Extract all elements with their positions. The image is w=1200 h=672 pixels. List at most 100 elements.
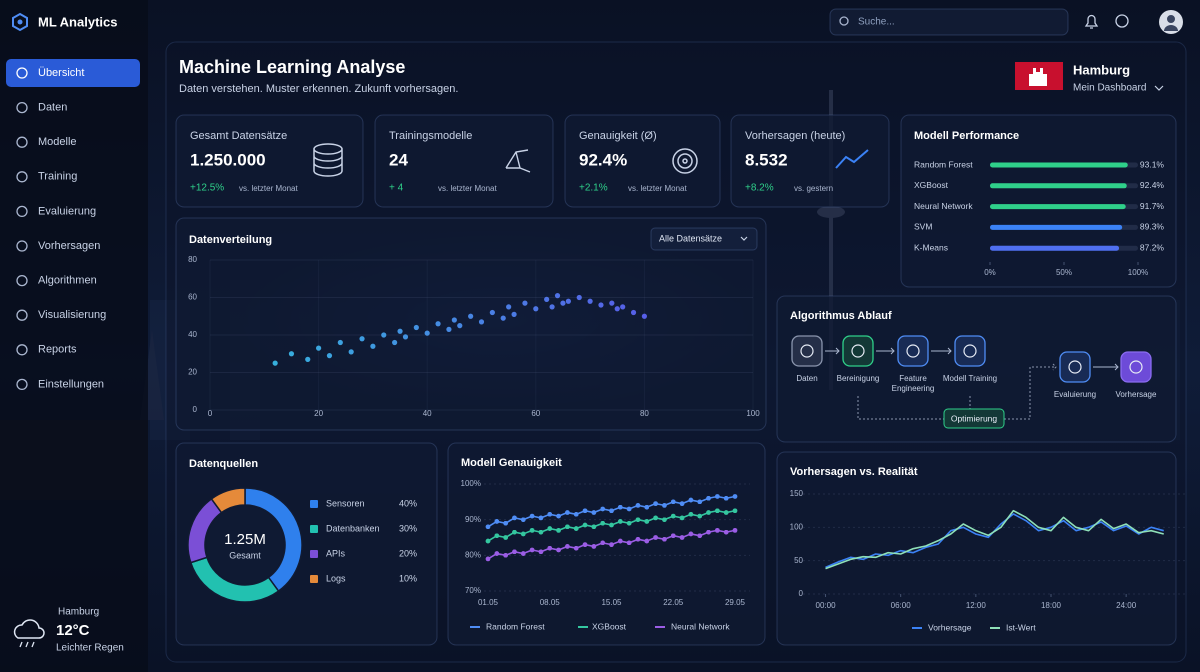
nav-item[interactable]: Evaluierung <box>16 205 96 218</box>
dashboard-select[interactable]: Mein Dashboard <box>1073 83 1146 94</box>
donut-center-label: Gesamt <box>229 550 261 560</box>
x-tick-label: 06:00 <box>891 601 912 610</box>
scatter-point <box>576 294 582 301</box>
bar <box>990 183 1127 189</box>
nav-label[interactable]: Reports <box>38 344 77 356</box>
dropdown[interactable] <box>650 227 758 251</box>
scatter-point <box>381 332 387 338</box>
scatter-point <box>511 311 517 317</box>
node-label: Daten <box>796 374 818 383</box>
nav-item[interactable]: Training <box>16 171 77 183</box>
legend-value: 10% <box>399 573 417 583</box>
search-placeholder[interactable]: Suche... <box>858 17 895 28</box>
page-title: Machine Learning Analyse <box>179 57 405 77</box>
kpi-note: vs. letzter Monat <box>239 184 298 193</box>
nav-label[interactable]: Evaluierung <box>38 205 96 217</box>
nav-item[interactable]: Übersicht <box>6 59 140 87</box>
nav-item[interactable]: Algorithmen <box>16 275 97 287</box>
chart-panel <box>776 451 1177 646</box>
y-tick-label: 150 <box>790 489 804 498</box>
nav-label[interactable]: Modelle <box>38 136 77 148</box>
x-tick-label: 01.05 <box>478 598 499 607</box>
bar <box>990 204 1126 210</box>
y-tick-label: 50 <box>794 556 803 565</box>
scatter-point <box>544 296 550 302</box>
nav-label[interactable]: Visualisierung <box>38 309 106 321</box>
nav-label[interactable]: Daten <box>38 102 67 114</box>
scatter-point <box>468 313 474 319</box>
scatter-point <box>565 298 571 304</box>
nav-label[interactable]: Übersicht <box>38 67 84 79</box>
x-tick-label: 15.05 <box>601 598 622 607</box>
kpi-label: Genauigkeit (Ø) <box>579 130 657 142</box>
node-label: Bereinigung <box>836 374 880 383</box>
weather-temp: 12°C <box>56 622 90 639</box>
nav-icon <box>16 205 28 218</box>
chevron <box>740 236 748 241</box>
nav-item[interactable]: Visualisierung <box>16 309 106 321</box>
diagram-title: Algorithmus Ablauf <box>790 310 892 322</box>
x-tick-label: 100% <box>1128 268 1148 277</box>
search-box[interactable] <box>829 8 1069 36</box>
legend-value: 40% <box>399 498 417 508</box>
nav-item[interactable]: Modelle <box>16 136 77 148</box>
nav-label[interactable]: Algorithmen <box>38 275 97 287</box>
nav-item[interactable]: Reports <box>16 344 77 356</box>
scatter-point <box>370 343 376 349</box>
chart-title: Datenverteilung <box>189 234 272 246</box>
scatter-point <box>554 293 561 299</box>
nav-label[interactable]: Einstellungen <box>38 378 104 390</box>
scatter-point <box>609 300 615 306</box>
node-icon <box>1129 360 1143 374</box>
dropdown-label[interactable]: Alle Datensätze <box>659 233 722 243</box>
scatter-point <box>337 339 343 346</box>
scatter-point <box>397 328 403 334</box>
kpi-value: 8.532 <box>745 150 788 169</box>
avatar-figure <box>1164 15 1178 31</box>
x-tick-label: 20 <box>314 409 323 418</box>
help-icon[interactable] <box>1115 14 1129 28</box>
nav-icon <box>16 136 28 148</box>
nav-item[interactable]: Daten <box>16 102 67 114</box>
y-tick-label: 40 <box>188 330 197 339</box>
flag-castle <box>1029 68 1047 86</box>
city-name: Hamburg <box>1073 62 1130 77</box>
kpi-label: Gesamt Datensätze <box>190 130 287 142</box>
bar-label: Random Forest <box>914 159 973 169</box>
nav-icon <box>16 240 28 252</box>
dashed-flow <box>857 363 1057 420</box>
kpi-icon <box>677 153 693 169</box>
weather-desc: Leichter Regen <box>56 643 124 654</box>
kpi-note: vs. gestern <box>794 184 833 193</box>
loop-node <box>943 408 1005 429</box>
nav-label[interactable]: Training <box>38 171 77 183</box>
kpi-value: 92.4% <box>579 150 627 169</box>
value-label: 93.1% <box>1140 159 1165 169</box>
nav-item[interactable]: Vorhersagen <box>16 240 100 252</box>
legend-label: Sensoren <box>326 498 365 508</box>
chart-panel <box>900 114 1177 288</box>
kpi-note: vs. letzter Monat <box>438 184 497 193</box>
kpi-card <box>374 114 554 208</box>
legend-swatch <box>310 575 318 583</box>
nav-label[interactable]: Vorhersagen <box>38 240 100 252</box>
bell-icon[interactable] <box>1084 14 1099 29</box>
x-tick-label: 0 <box>208 409 213 418</box>
y-tick-label: 80 <box>188 255 197 264</box>
scatter-point <box>506 304 512 310</box>
scatter-point <box>435 321 441 327</box>
scatter-point <box>560 300 566 306</box>
nav-item[interactable]: Einstellungen <box>16 378 104 391</box>
rain <box>19 641 35 648</box>
x-tick-label: 22.05 <box>663 598 684 607</box>
sidebar <box>0 0 148 672</box>
scatter-point <box>316 345 322 351</box>
x-tick-label: 00:00 <box>816 601 837 610</box>
value-label: 91.7% <box>1140 201 1165 211</box>
node-label: Modell Training <box>942 374 998 383</box>
bar <box>990 162 1128 168</box>
nav-icon <box>16 378 28 391</box>
y-tick-label: 100 <box>790 522 804 531</box>
scatter-point <box>288 351 295 357</box>
weather-icon <box>13 619 45 639</box>
